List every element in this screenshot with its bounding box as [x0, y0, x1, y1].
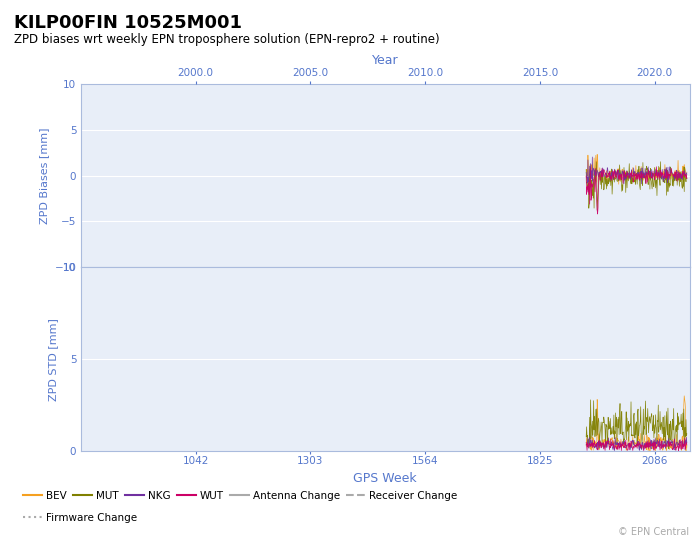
Text: KILP00FIN 10525M001: KILP00FIN 10525M001	[14, 14, 242, 31]
Y-axis label: ZPD STD [mm]: ZPD STD [mm]	[48, 318, 57, 401]
X-axis label: Year: Year	[372, 54, 398, 67]
Legend: Firmware Change: Firmware Change	[19, 508, 141, 526]
Legend: BEV, MUT, NKG, WUT, Antenna Change, Receiver Change: BEV, MUT, NKG, WUT, Antenna Change, Rece…	[19, 487, 462, 505]
Y-axis label: ZPD Biases [mm]: ZPD Biases [mm]	[39, 127, 49, 224]
X-axis label: GPS Week: GPS Week	[354, 472, 416, 485]
Text: ZPD biases wrt weekly EPN troposphere solution (EPN-repro2 + routine): ZPD biases wrt weekly EPN troposphere so…	[14, 33, 440, 46]
Text: © EPN Central: © EPN Central	[618, 527, 690, 537]
